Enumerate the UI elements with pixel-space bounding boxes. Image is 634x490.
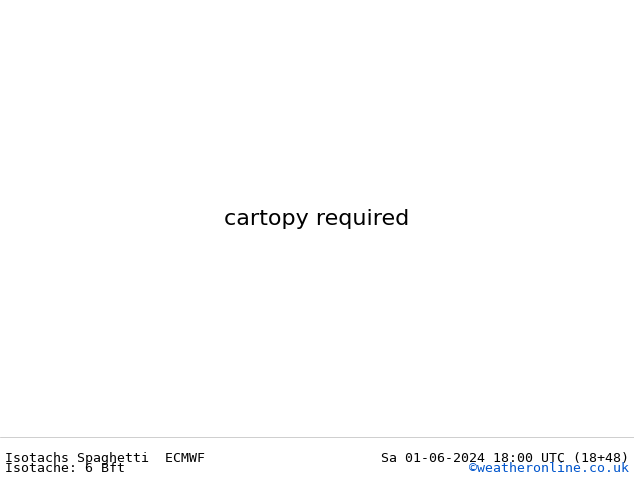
Text: Isotachs Spaghetti  ECMWF: Isotachs Spaghetti ECMWF [5, 452, 205, 465]
Text: Isotache: 6 Bft: Isotache: 6 Bft [5, 462, 125, 475]
Text: ©weatheronline.co.uk: ©weatheronline.co.uk [469, 462, 629, 475]
Text: Sa 01-06-2024 18:00 UTC (18+48): Sa 01-06-2024 18:00 UTC (18+48) [381, 452, 629, 465]
Text: cartopy required: cartopy required [224, 209, 410, 228]
